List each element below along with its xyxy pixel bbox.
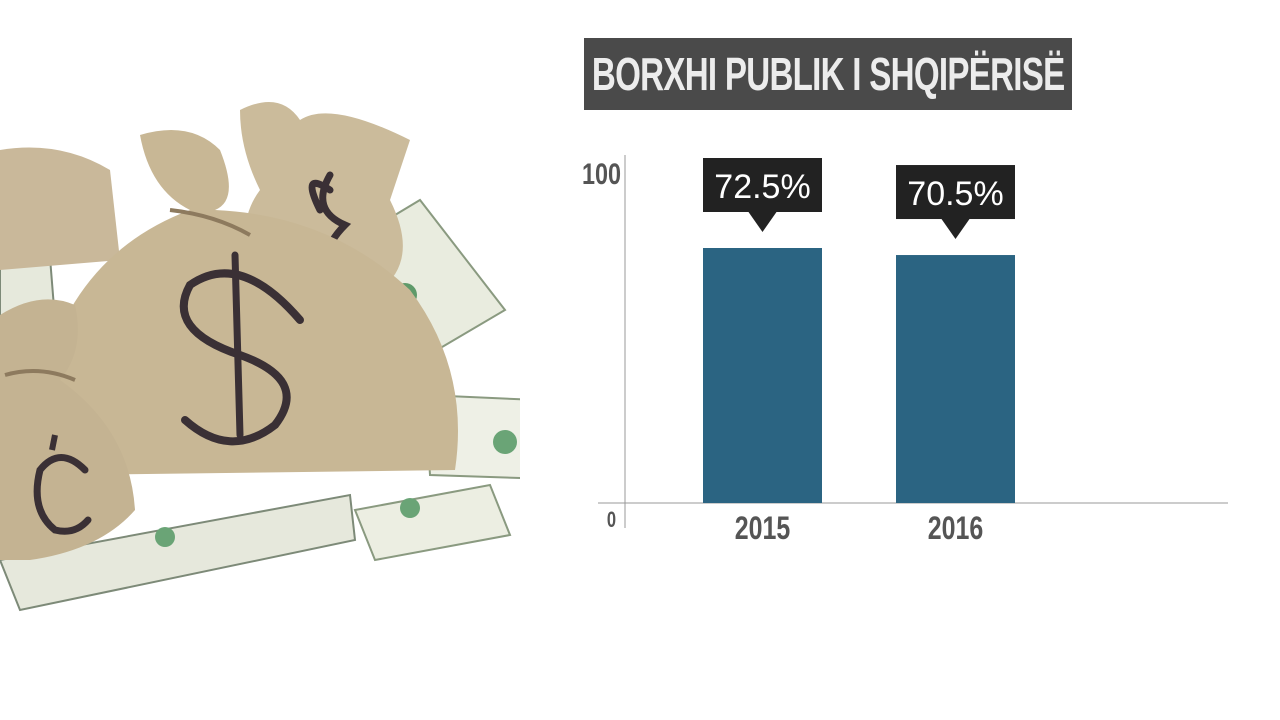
bar-2016 [896, 255, 1015, 503]
chart-title: BORXHI PUBLIK I SHQIPËRISË [591, 48, 1065, 100]
x-tick-label-2015: 2015 [735, 511, 791, 547]
money-bags-photo [0, 90, 582, 655]
data-label-2015: 72.5% [714, 168, 810, 206]
data-label-box-2015 [703, 158, 822, 212]
chart-title-box: BORXHI PUBLIK I SHQIPËRISË [584, 38, 1072, 110]
x-tick-label-2016: 2016 [928, 511, 984, 547]
y-tick-label-100: 100 [582, 157, 621, 190]
y-tick-label-0: 0 [607, 508, 616, 533]
data-label-box-2016 [896, 165, 1015, 220]
data-label-pointer-2015 [748, 212, 777, 232]
data-label-2016: 70.5% [907, 175, 1003, 213]
data-label-pointer-2016 [941, 219, 970, 240]
money-bags [0, 102, 458, 560]
bar-2015 [703, 248, 822, 503]
